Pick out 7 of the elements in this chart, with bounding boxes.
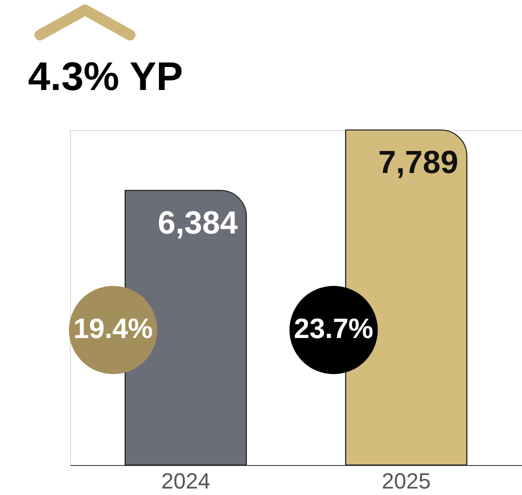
- x-tick-label: 2025: [382, 468, 431, 494]
- data-label: 7,789: [378, 144, 458, 180]
- data-label: 6,384: [158, 204, 238, 240]
- annotation: 19.4%: [73, 313, 153, 344]
- chart-title: 4.3% YP: [28, 55, 183, 99]
- annotation: 23.7%: [294, 313, 374, 344]
- x-tick-label: 2024: [161, 468, 210, 494]
